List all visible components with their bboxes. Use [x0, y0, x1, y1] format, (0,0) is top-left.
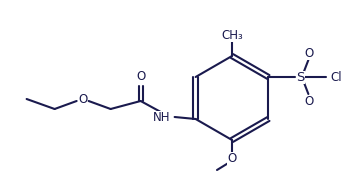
- Text: O: O: [228, 152, 237, 164]
- Text: Cl: Cl: [330, 70, 342, 84]
- Text: O: O: [78, 92, 87, 105]
- Text: O: O: [136, 70, 145, 83]
- Text: CH₃: CH₃: [221, 28, 243, 41]
- Text: S: S: [296, 70, 305, 84]
- Text: O: O: [305, 94, 314, 108]
- Text: NH: NH: [153, 110, 171, 124]
- Text: O: O: [305, 46, 314, 60]
